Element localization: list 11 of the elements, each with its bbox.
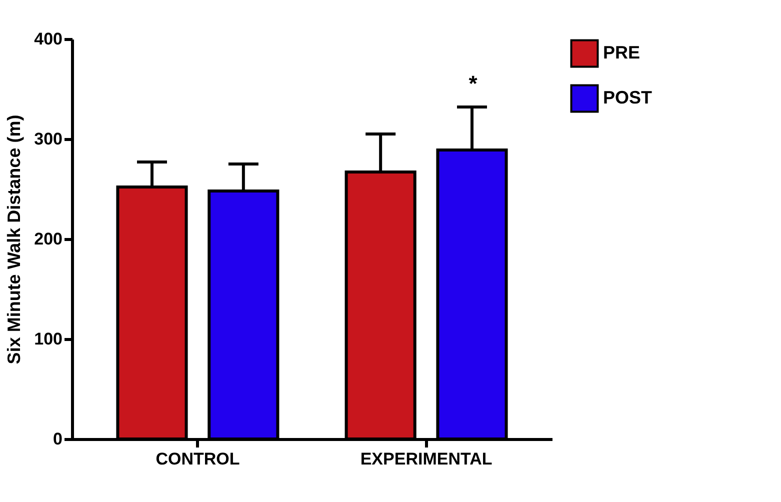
legend-label: PRE [603,42,640,62]
y-tick-label: 400 [34,30,62,48]
y-tick-label: 200 [34,230,62,248]
y-axis-title: Six Minute Walk Distance (m) [4,114,24,364]
y-tick-label: 100 [34,330,62,348]
y-tick-label: 0 [53,430,62,448]
legend-label: POST [603,88,652,108]
annotation: * [468,71,478,96]
x-tick-label: EXPERIMENTAL [360,450,492,468]
x-tick-label: CONTROL [156,450,240,468]
y-tick-label: 300 [34,130,62,148]
